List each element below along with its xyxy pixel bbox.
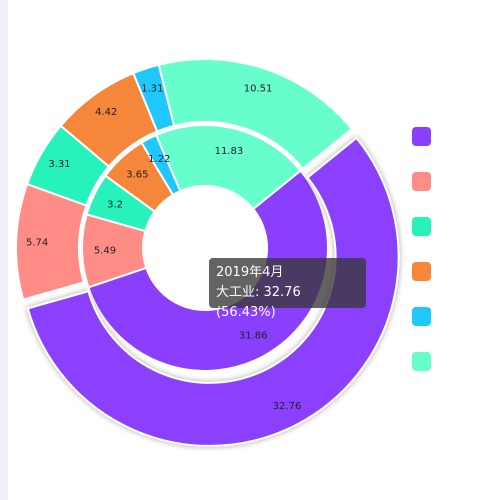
inner-ring-label-1: 31.86 [239,331,268,342]
outer-ring-slice-1[interactable] [26,136,400,447]
outer-ring-label-3: 3.31 [48,159,70,170]
legend-swatch-3[interactable] [412,217,431,236]
tooltip-title: 2019年4月 [216,265,284,280]
inner-ring-label-5: 1.22 [148,154,170,165]
outer-ring-slice-6[interactable] [157,58,354,171]
outer-ring-label-1: 32.76 [273,401,302,412]
inner-ring-label-2: 5.49 [94,245,116,256]
inner-ring-label-4: 3.65 [126,169,148,180]
page-left-rail [0,0,8,500]
outer-ring-label-2: 5.74 [26,237,48,248]
legend-swatch-1[interactable] [412,127,431,146]
legend-swatch-4[interactable] [412,262,431,281]
legend-swatch-6[interactable] [412,352,431,371]
inner-ring-slice-6[interactable] [154,124,302,211]
inner-ring-label-6: 11.83 [215,146,244,157]
chart-tooltip: 2019年4月 大工业: 32.76 (56.43%) [209,258,366,320]
tooltip-value-line: 大工业: 32.76 (56.43%) [216,285,301,320]
outer-ring-label-5: 1.31 [141,83,163,94]
outer-ring-label-6: 10.51 [244,84,273,95]
legend-swatch-2[interactable] [412,172,431,191]
inner-ring-label-3: 3.2 [107,199,123,210]
legend-swatch-5[interactable] [412,307,431,326]
outer-ring-label-4: 4.42 [95,107,117,118]
